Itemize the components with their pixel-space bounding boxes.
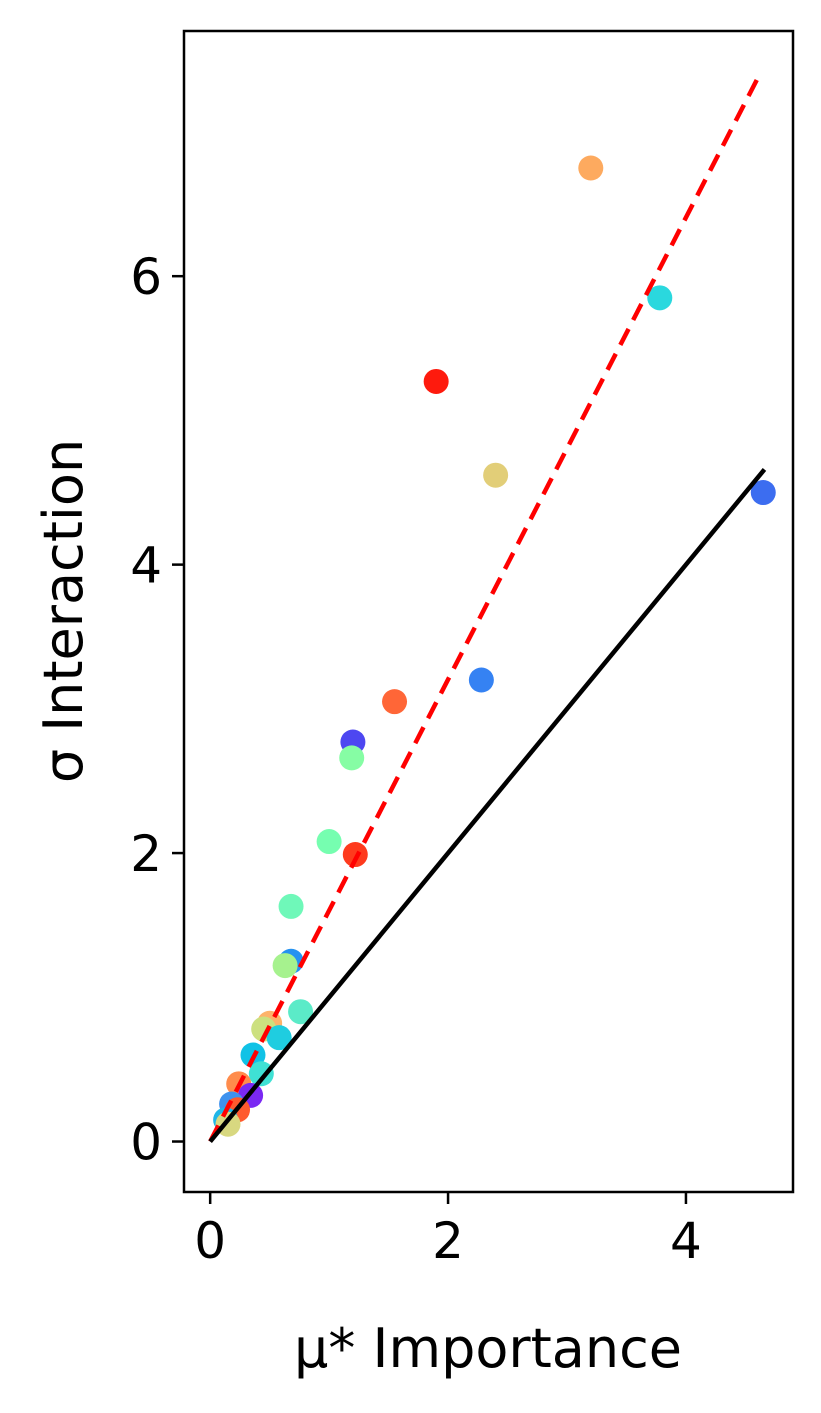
data-point-0 (578, 155, 604, 181)
solid-reference-line (208, 468, 767, 1143)
data-point-17 (266, 1025, 292, 1051)
data-point-4 (750, 480, 776, 506)
y-axis-label: σ Interaction (32, 439, 95, 783)
data-point-10 (342, 842, 368, 868)
data-point-1 (647, 285, 673, 311)
data-point-2 (423, 368, 449, 394)
plot-frame (182, 29, 795, 1194)
data-point-6 (382, 689, 408, 715)
y-tick-label-1: 2 (130, 825, 162, 883)
ticks-layer: 0 2 4 0 2 4 6 (130, 248, 702, 1270)
data-point-9 (316, 829, 342, 855)
x-axis-label: μ* Importance (294, 1317, 682, 1380)
marks-layer (208, 73, 776, 1143)
data-point-11 (278, 893, 304, 919)
data-point-5 (468, 667, 494, 693)
x-tick-label-1: 2 (432, 1212, 464, 1270)
y-tick-label-2: 4 (130, 537, 162, 595)
data-point-3 (483, 462, 509, 488)
x-tick-label-2: 4 (670, 1212, 702, 1270)
x-tick-label-0: 0 (194, 1212, 226, 1270)
data-point-8 (339, 745, 365, 771)
data-point-14 (288, 999, 314, 1025)
data-point-13 (272, 953, 298, 979)
y-tick-label-0: 0 (130, 1114, 162, 1172)
data-point-19 (248, 1061, 274, 1087)
dashed-fit-line (208, 73, 762, 1143)
y-tick-label-3: 6 (130, 248, 162, 306)
